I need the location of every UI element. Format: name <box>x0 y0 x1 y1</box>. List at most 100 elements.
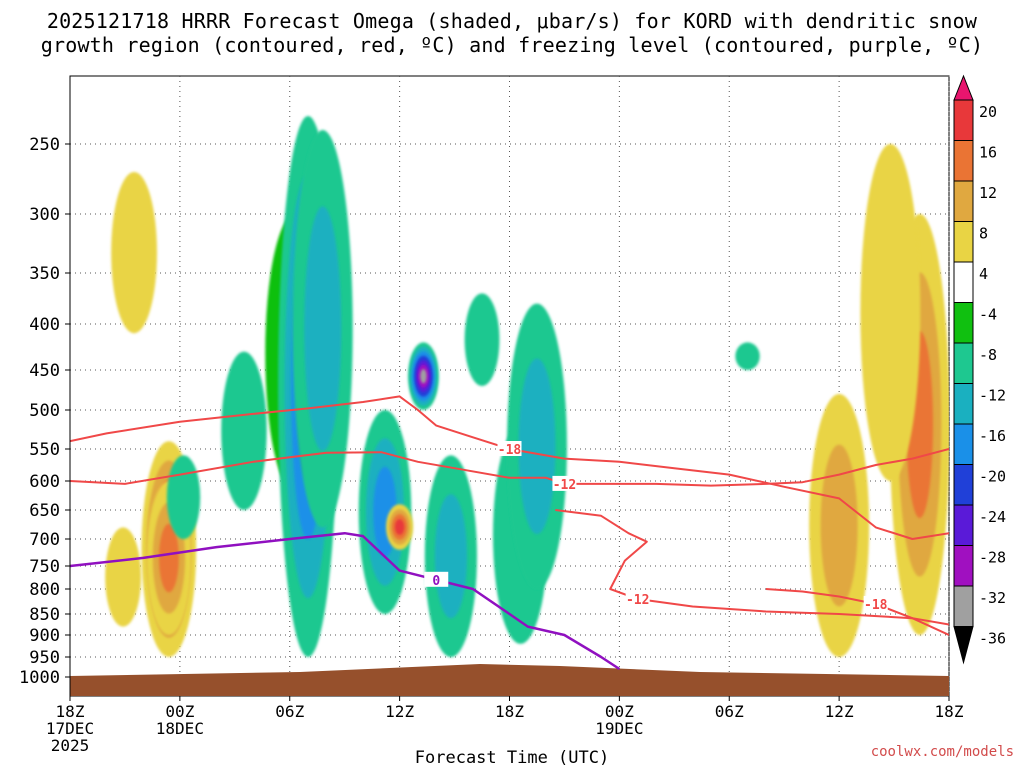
contour-label-bg <box>625 591 650 606</box>
omega-cell <box>735 342 760 371</box>
y-axis-pressure: 2503003504004505005506006507007508008509… <box>19 76 71 696</box>
y-tick-label: 850 <box>29 605 60 625</box>
omega-shade-level <box>735 342 760 371</box>
contour-label: -12 <box>553 478 576 493</box>
omega-shade-level <box>394 519 405 535</box>
colorbar-segment <box>953 140 974 182</box>
y-tick-label: 500 <box>29 401 60 421</box>
chart-title-line-1: 2025121718 HRRR Forecast Omega (shaded, … <box>47 9 978 33</box>
y-tick-label: 750 <box>29 557 60 577</box>
omega-cell <box>166 455 201 539</box>
colorbar-label: -28 <box>979 549 1006 567</box>
omega-cell <box>111 172 157 334</box>
x-tick-label: 12Z <box>825 702 854 721</box>
y-tick-label: 350 <box>29 264 60 284</box>
x-tick-label: 00Z <box>165 702 194 721</box>
omega-shade-level <box>860 144 921 481</box>
omega-shade-level <box>464 293 500 387</box>
x-tick-label: 18Z <box>56 702 85 721</box>
x-tick-label: 18DEC <box>156 719 204 738</box>
colorbar-segment <box>953 585 974 627</box>
chart-title-line-2: growth region (contoured, red, ºC) and f… <box>41 33 984 57</box>
colorbar-label: -8 <box>979 346 997 364</box>
y-tick-label: 900 <box>29 626 60 646</box>
colorbar-label: -32 <box>979 589 1006 607</box>
y-tick-label: 650 <box>29 501 60 521</box>
colorbar-segment <box>953 302 974 344</box>
colorbar-segment <box>953 545 974 587</box>
omega-shade-level <box>105 527 142 627</box>
colorbar-arrow-bottom <box>953 626 974 665</box>
x-tick-label: 18Z <box>935 702 964 721</box>
omega-cell <box>506 303 567 589</box>
x-tick-label: 12Z <box>385 702 414 721</box>
omega-cell <box>860 144 921 481</box>
contour-label: 0 <box>432 574 440 589</box>
colorbar-label: -36 <box>979 630 1006 648</box>
omega-cell <box>105 527 142 627</box>
colorbar-legend: 20 16 12 8 4 -4 -8 -12 -16 -20 -24 -28 -32 -36 <box>953 74 1006 665</box>
colorbar-segment <box>953 423 974 465</box>
y-tick-label: 600 <box>29 472 60 492</box>
contour-label: -12 <box>626 593 649 608</box>
temperature-contours: -12 -12 -18 -18 0 <box>70 395 949 671</box>
omega-shade-level <box>420 369 427 384</box>
contour-line <box>765 588 949 636</box>
x-tick-label: 18Z <box>495 702 524 721</box>
y-tick-label: 1000 <box>19 668 60 688</box>
omega-shade-level <box>158 523 179 593</box>
omega-cell <box>386 504 414 550</box>
colorbar-label: 20 <box>979 103 997 121</box>
omega-cell <box>408 342 439 411</box>
omega-cell <box>292 130 353 528</box>
omega-shade-level <box>221 351 267 510</box>
colorbar-segment <box>953 383 974 425</box>
contour-label-bg <box>424 571 449 587</box>
colorbar-label: -16 <box>979 427 1006 445</box>
y-tick-label: 700 <box>29 530 60 550</box>
x-tick-label: 17DEC <box>46 719 94 738</box>
y-tick-label: 400 <box>29 315 60 335</box>
omega-shade-level <box>111 172 157 334</box>
colorbar-label: 4 <box>979 265 988 283</box>
colorbar-label: -4 <box>979 306 997 324</box>
contour-label-bg <box>552 475 577 491</box>
colorbar-segment <box>953 261 974 303</box>
colorbar-label: 16 <box>979 144 997 162</box>
omega-shade-level <box>166 455 201 539</box>
contour-label: -18 <box>498 443 522 458</box>
contour-label-bg <box>497 441 522 456</box>
omega-cell <box>221 351 267 510</box>
colorbar-segment <box>953 180 974 222</box>
colorbar-label: -12 <box>979 387 1006 405</box>
x-tick-label: 2025 <box>51 736 90 755</box>
colorbar-segment <box>953 504 974 546</box>
omega-shade-level <box>434 494 467 619</box>
x-tick-label: 00Z <box>605 702 634 721</box>
colorbar-segment <box>953 464 974 506</box>
x-tick-label: 19DEC <box>595 719 643 738</box>
x-axis-label: Forecast Time (UTC) <box>415 748 609 768</box>
omega-cell <box>464 293 500 387</box>
omega-shading <box>105 116 949 657</box>
omega-shade-level <box>304 206 342 451</box>
contour-line <box>555 509 949 626</box>
omega-cell <box>424 455 477 657</box>
contour-label: -18 <box>864 598 888 613</box>
omega-shade-level <box>820 444 858 607</box>
omega-cell <box>358 410 412 614</box>
colorbar-segment <box>953 99 974 141</box>
omega-shade-level <box>518 358 556 535</box>
colorbar-segment <box>953 342 974 384</box>
contour-label-bg <box>863 596 888 611</box>
y-tick-label: 450 <box>29 361 60 381</box>
contour-line <box>70 395 949 540</box>
x-tick-label: 06Z <box>275 702 304 721</box>
colorbar-label: 12 <box>979 184 997 202</box>
y-tick-label: 300 <box>29 205 60 225</box>
colorbar-label: 8 <box>979 225 988 243</box>
ground-surface <box>70 664 949 696</box>
y-tick-label: 800 <box>29 580 60 600</box>
